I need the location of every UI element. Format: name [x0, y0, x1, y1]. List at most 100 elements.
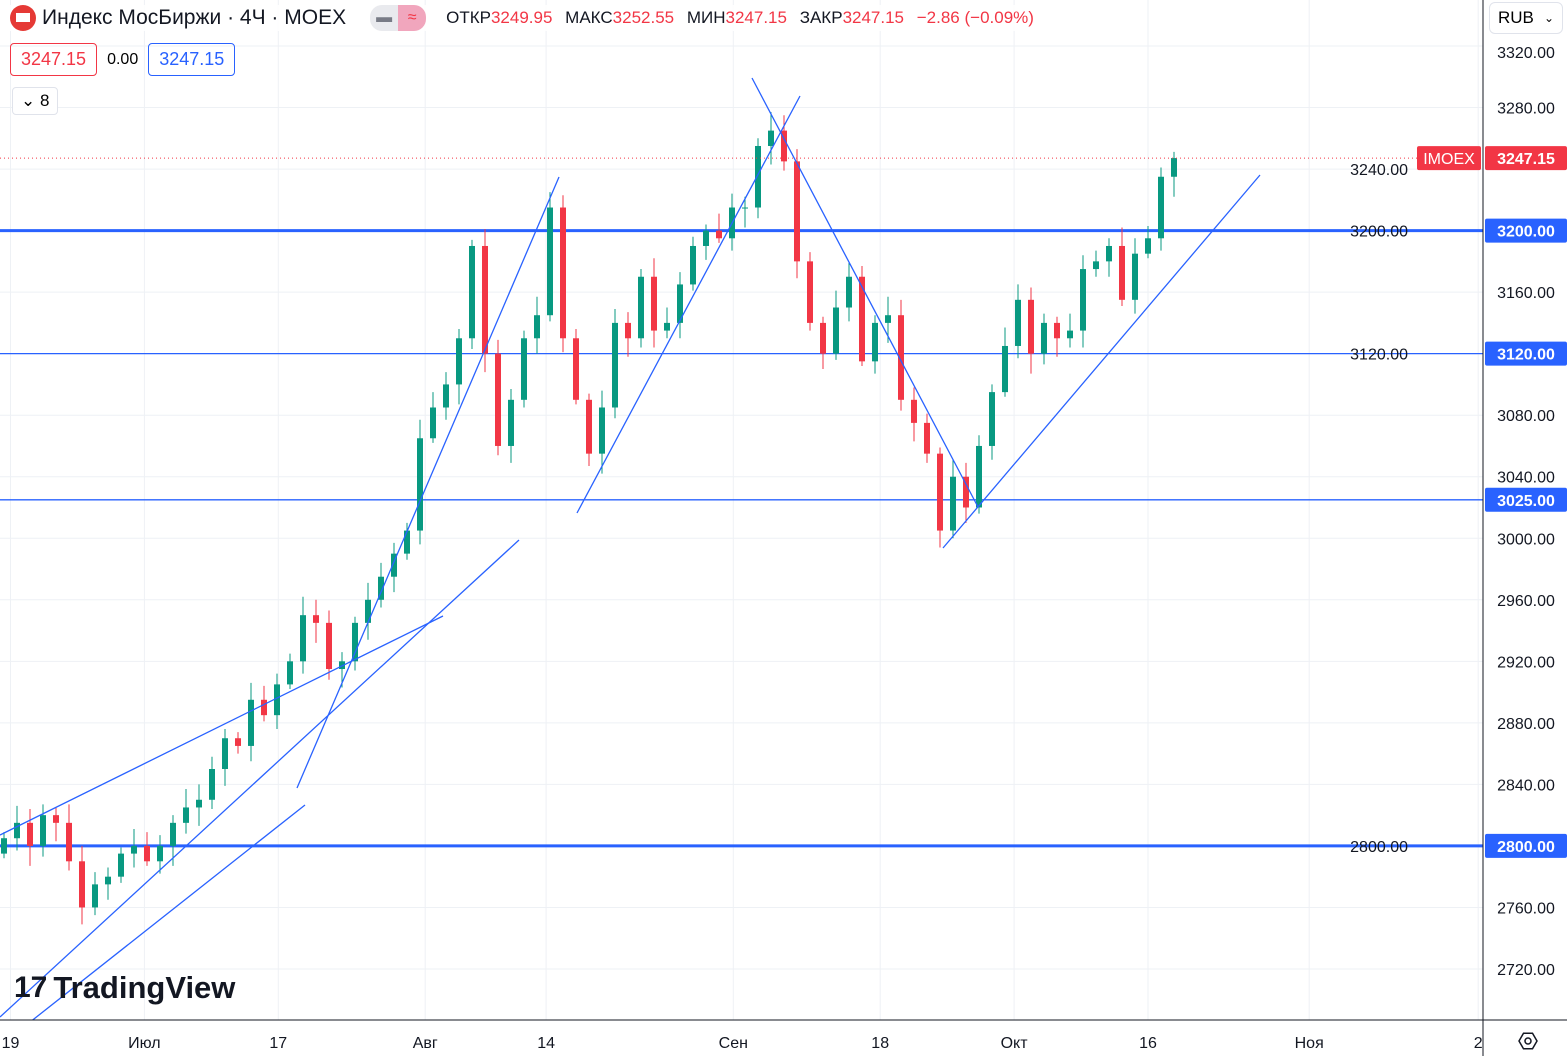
time-tick-label: 14: [537, 1035, 555, 1052]
level-label: 3200.00: [1497, 224, 1555, 241]
candle: [430, 407, 436, 439]
level-label: 3120.00: [1497, 347, 1555, 364]
candle: [872, 322, 878, 362]
candle: [963, 476, 969, 508]
moex-logo-icon: [10, 5, 36, 31]
trend-lines[interactable]: [0, 77, 1261, 1031]
change-value: −2.86 (−0.09%): [916, 8, 1034, 27]
indicators-toggle[interactable]: ⌄ 8: [12, 87, 59, 115]
trend-line[interactable]: [19, 804, 306, 1031]
time-tick-label: Окт: [1001, 1035, 1029, 1052]
candle: [1145, 238, 1151, 254]
candle: [742, 207, 748, 209]
candle: [300, 615, 306, 662]
price-tick-label: 3000.00: [1497, 531, 1555, 548]
candle: [1067, 330, 1073, 339]
price-tick-label: 3320.00: [1497, 45, 1555, 62]
wave-icon[interactable]: ≈: [398, 5, 427, 31]
candle: [313, 615, 319, 623]
time-axis-labels: 19 Июл 17 Авг 14 Сен 18 Окт 16 Ноя 2: [2, 1035, 1483, 1052]
time-tick-label: 2: [1474, 1035, 1483, 1052]
trend-line[interactable]: [942, 174, 1261, 549]
candle: [170, 822, 176, 846]
price-tick-label: 2960.00: [1497, 593, 1555, 610]
candle: [183, 807, 189, 823]
level-label: 2800.00: [1497, 839, 1555, 856]
candle: [833, 307, 839, 354]
low-value: 3247.15: [725, 8, 787, 27]
candle: [612, 322, 618, 408]
close-value: 3247.15: [842, 8, 905, 27]
brand-name: TradingView: [53, 970, 236, 1005]
candle: [469, 245, 475, 339]
candle: [261, 699, 267, 716]
sell-button[interactable]: 3247.15: [10, 43, 98, 76]
last-price-badge: IMOEX 3247.15: [1417, 146, 1567, 171]
level-badge: [1485, 341, 1567, 366]
candle: [66, 822, 72, 862]
currency-select[interactable]: RUB ⌄: [1489, 2, 1563, 34]
price-tick-label: 2760.00: [1497, 900, 1555, 917]
candle: [378, 576, 384, 600]
candle: [1, 838, 7, 854]
candle: [40, 815, 46, 846]
candle: [131, 845, 137, 854]
candle: [443, 384, 449, 408]
candle: [989, 392, 995, 446]
symbol-label: IMOEX: [1423, 151, 1475, 168]
candle: [1080, 269, 1086, 331]
candle: [482, 245, 488, 354]
buy-button[interactable]: 3247.15: [148, 43, 236, 76]
candle: [690, 245, 696, 285]
trend-line[interactable]: [296, 176, 560, 789]
candle: [716, 230, 722, 239]
chevron-down-icon: ⌄: [1543, 11, 1554, 25]
last-price-label: 3247.15: [1497, 151, 1555, 168]
candle: [1041, 322, 1047, 354]
time-axis[interactable]: [0, 1020, 1483, 1056]
candle: [1132, 253, 1138, 300]
candle: [417, 438, 423, 531]
candle: [105, 876, 111, 885]
candle: [456, 338, 462, 385]
candle: [950, 476, 956, 531]
candle: [586, 399, 592, 454]
price-tick-label: 3280.00: [1497, 101, 1555, 118]
candle: [820, 322, 826, 354]
time-tick-label: 19: [2, 1035, 20, 1052]
price-axis[interactable]: [1483, 0, 1567, 1056]
candle: [976, 445, 982, 508]
quote-row: 3247.15 0.00 3247.15: [10, 43, 236, 76]
candle: [703, 230, 709, 246]
price-tick-label: 3040.00: [1497, 470, 1555, 487]
candle: [937, 453, 943, 531]
settings-icon[interactable]: [1518, 1032, 1538, 1050]
candle: [14, 822, 20, 839]
candle: [508, 399, 514, 446]
time-tick-label: 16: [1139, 1035, 1157, 1052]
candle: [924, 422, 930, 454]
trend-line[interactable]: [751, 77, 979, 508]
time-tick-label: Авг: [413, 1035, 438, 1052]
low-label: МИН: [686, 8, 726, 27]
horizontal-levels[interactable]: [0, 229, 1483, 848]
tradingview-logo[interactable]: 17 TradingView: [14, 970, 235, 1006]
trend-line[interactable]: [0, 615, 444, 836]
candle: [768, 130, 774, 146]
spread-value: 0.00: [107, 50, 139, 68]
candle: [404, 530, 410, 554]
indicators-count: 8: [39, 91, 50, 110]
candle: [339, 661, 345, 670]
candle: [911, 399, 917, 423]
candle: [677, 284, 683, 323]
symbol-title[interactable]: Индекс МосБиржи · 4Ч · MOEX: [42, 6, 347, 29]
trend-line[interactable]: [0, 539, 520, 1018]
candle: [1028, 299, 1034, 354]
time-tick-label: Июл: [128, 1035, 160, 1052]
candle: [209, 769, 215, 800]
trend-line[interactable]: [576, 95, 801, 514]
candle: [859, 276, 865, 362]
eye-icon[interactable]: ▬: [370, 5, 399, 31]
visibility-toggle[interactable]: ▬ ≈: [370, 5, 427, 31]
